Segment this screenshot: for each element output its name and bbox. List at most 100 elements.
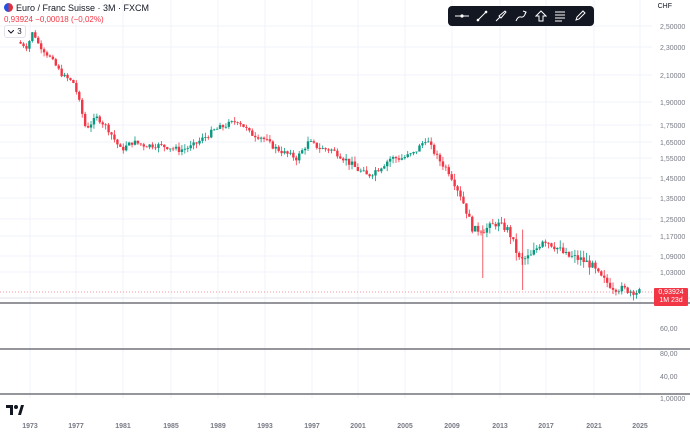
candle-body [268, 139, 272, 142]
candle-body [171, 148, 175, 150]
candle-body [107, 124, 110, 133]
y-tick-label: 2,30000 [660, 45, 685, 52]
last-change-readout: 0,93924 −0,00018 (−0,02%) [4, 15, 104, 24]
candle-body [66, 74, 69, 79]
candle-body [432, 144, 436, 154]
candle-body [101, 122, 104, 125]
candle-body [412, 152, 415, 154]
candle-body [75, 82, 78, 92]
candle-body [72, 79, 75, 83]
candle-body [324, 148, 327, 150]
last-price-value: 0,93924 [658, 289, 684, 296]
symbol-title-text: Euro / Franc Suisse · 3M · FXCM [16, 3, 150, 13]
bar-countdown: 1M 23d [659, 297, 683, 304]
candle-body [248, 127, 251, 131]
text-notes-icon[interactable] [552, 8, 568, 24]
candle-body [570, 255, 574, 257]
y-tick-label: 1,55000 [660, 156, 685, 163]
candle-body [312, 141, 316, 143]
pencil-icon[interactable] [572, 8, 588, 24]
brush-icon[interactable] [493, 8, 509, 24]
candle-body [418, 145, 421, 152]
candle-body [468, 213, 471, 217]
candle-body [538, 246, 541, 249]
tradingview-logo-icon[interactable] [6, 402, 24, 415]
candle-body [541, 241, 544, 247]
x-tick-label: 1997 [304, 423, 320, 430]
candle-body [104, 124, 107, 126]
candle-body [78, 91, 81, 100]
candle-body [344, 158, 348, 161]
candle-body [256, 137, 260, 139]
candle-body [309, 141, 313, 142]
candle-body [151, 144, 154, 148]
candle-body [485, 227, 489, 233]
candle-body [110, 132, 113, 135]
candle-body [550, 243, 553, 247]
trend-line-icon[interactable] [474, 8, 490, 24]
candle-body [127, 142, 131, 146]
symbol-title[interactable]: Euro / Franc Suisse · 3M · FXCM [4, 3, 149, 13]
pen-icon[interactable] [513, 8, 529, 24]
horizontal-line-icon[interactable] [454, 8, 470, 24]
candle-body [60, 68, 63, 77]
candle-body [83, 113, 87, 127]
candle-body [409, 153, 412, 155]
candle-body [614, 289, 618, 292]
candle-body [98, 116, 101, 123]
candle-body [298, 153, 301, 161]
candle-body [157, 144, 160, 148]
candle-body [122, 146, 125, 151]
candle-body [579, 257, 582, 260]
candle-body [438, 154, 442, 162]
candle-body [479, 231, 483, 233]
candle-body [48, 55, 52, 57]
candle-body [315, 142, 319, 148]
candle-body [336, 150, 339, 157]
candle-body [347, 158, 351, 165]
y-tick-label: 1,03000 [660, 270, 685, 277]
candle-body [25, 46, 28, 49]
candle-body [465, 203, 468, 214]
candle-body [154, 147, 157, 149]
candle-body [57, 65, 60, 69]
y-tick-label: 1,17000 [660, 234, 685, 241]
candle-body [594, 262, 597, 269]
candle-body [462, 196, 465, 204]
candle-body [371, 175, 374, 177]
candle-body [350, 161, 354, 165]
candle-body [532, 249, 536, 255]
candle-body [450, 174, 453, 180]
candle-body [576, 255, 580, 260]
candle-body [198, 140, 201, 144]
candle-body [166, 147, 169, 150]
candle-body [280, 150, 283, 154]
candle-body [529, 254, 533, 256]
x-tick-label: 2001 [350, 423, 366, 430]
candle-body [447, 167, 450, 175]
candle-body [391, 157, 395, 159]
candle-body [635, 292, 638, 295]
currency-label[interactable]: CHF [657, 3, 672, 10]
candle-body [224, 126, 228, 128]
candle-body [63, 74, 66, 77]
x-tick-label: 1989 [210, 423, 226, 430]
candle-body [289, 152, 292, 154]
indicators-collapse-button[interactable]: 3 [4, 25, 26, 38]
y-tick-label: 1,90000 [660, 100, 685, 107]
candle-body [506, 227, 509, 231]
candle-body [497, 222, 500, 227]
x-tick-label: 2017 [538, 423, 554, 430]
candle-body [520, 257, 524, 259]
candle-body [608, 282, 612, 288]
candle-body [611, 287, 615, 290]
candle-body [69, 78, 72, 80]
candle-body [509, 227, 512, 238]
arrow-up-icon[interactable] [533, 8, 549, 24]
candle-body [306, 141, 310, 149]
candle-body [476, 225, 480, 232]
candle-body [295, 157, 298, 161]
candle-body [300, 150, 304, 154]
